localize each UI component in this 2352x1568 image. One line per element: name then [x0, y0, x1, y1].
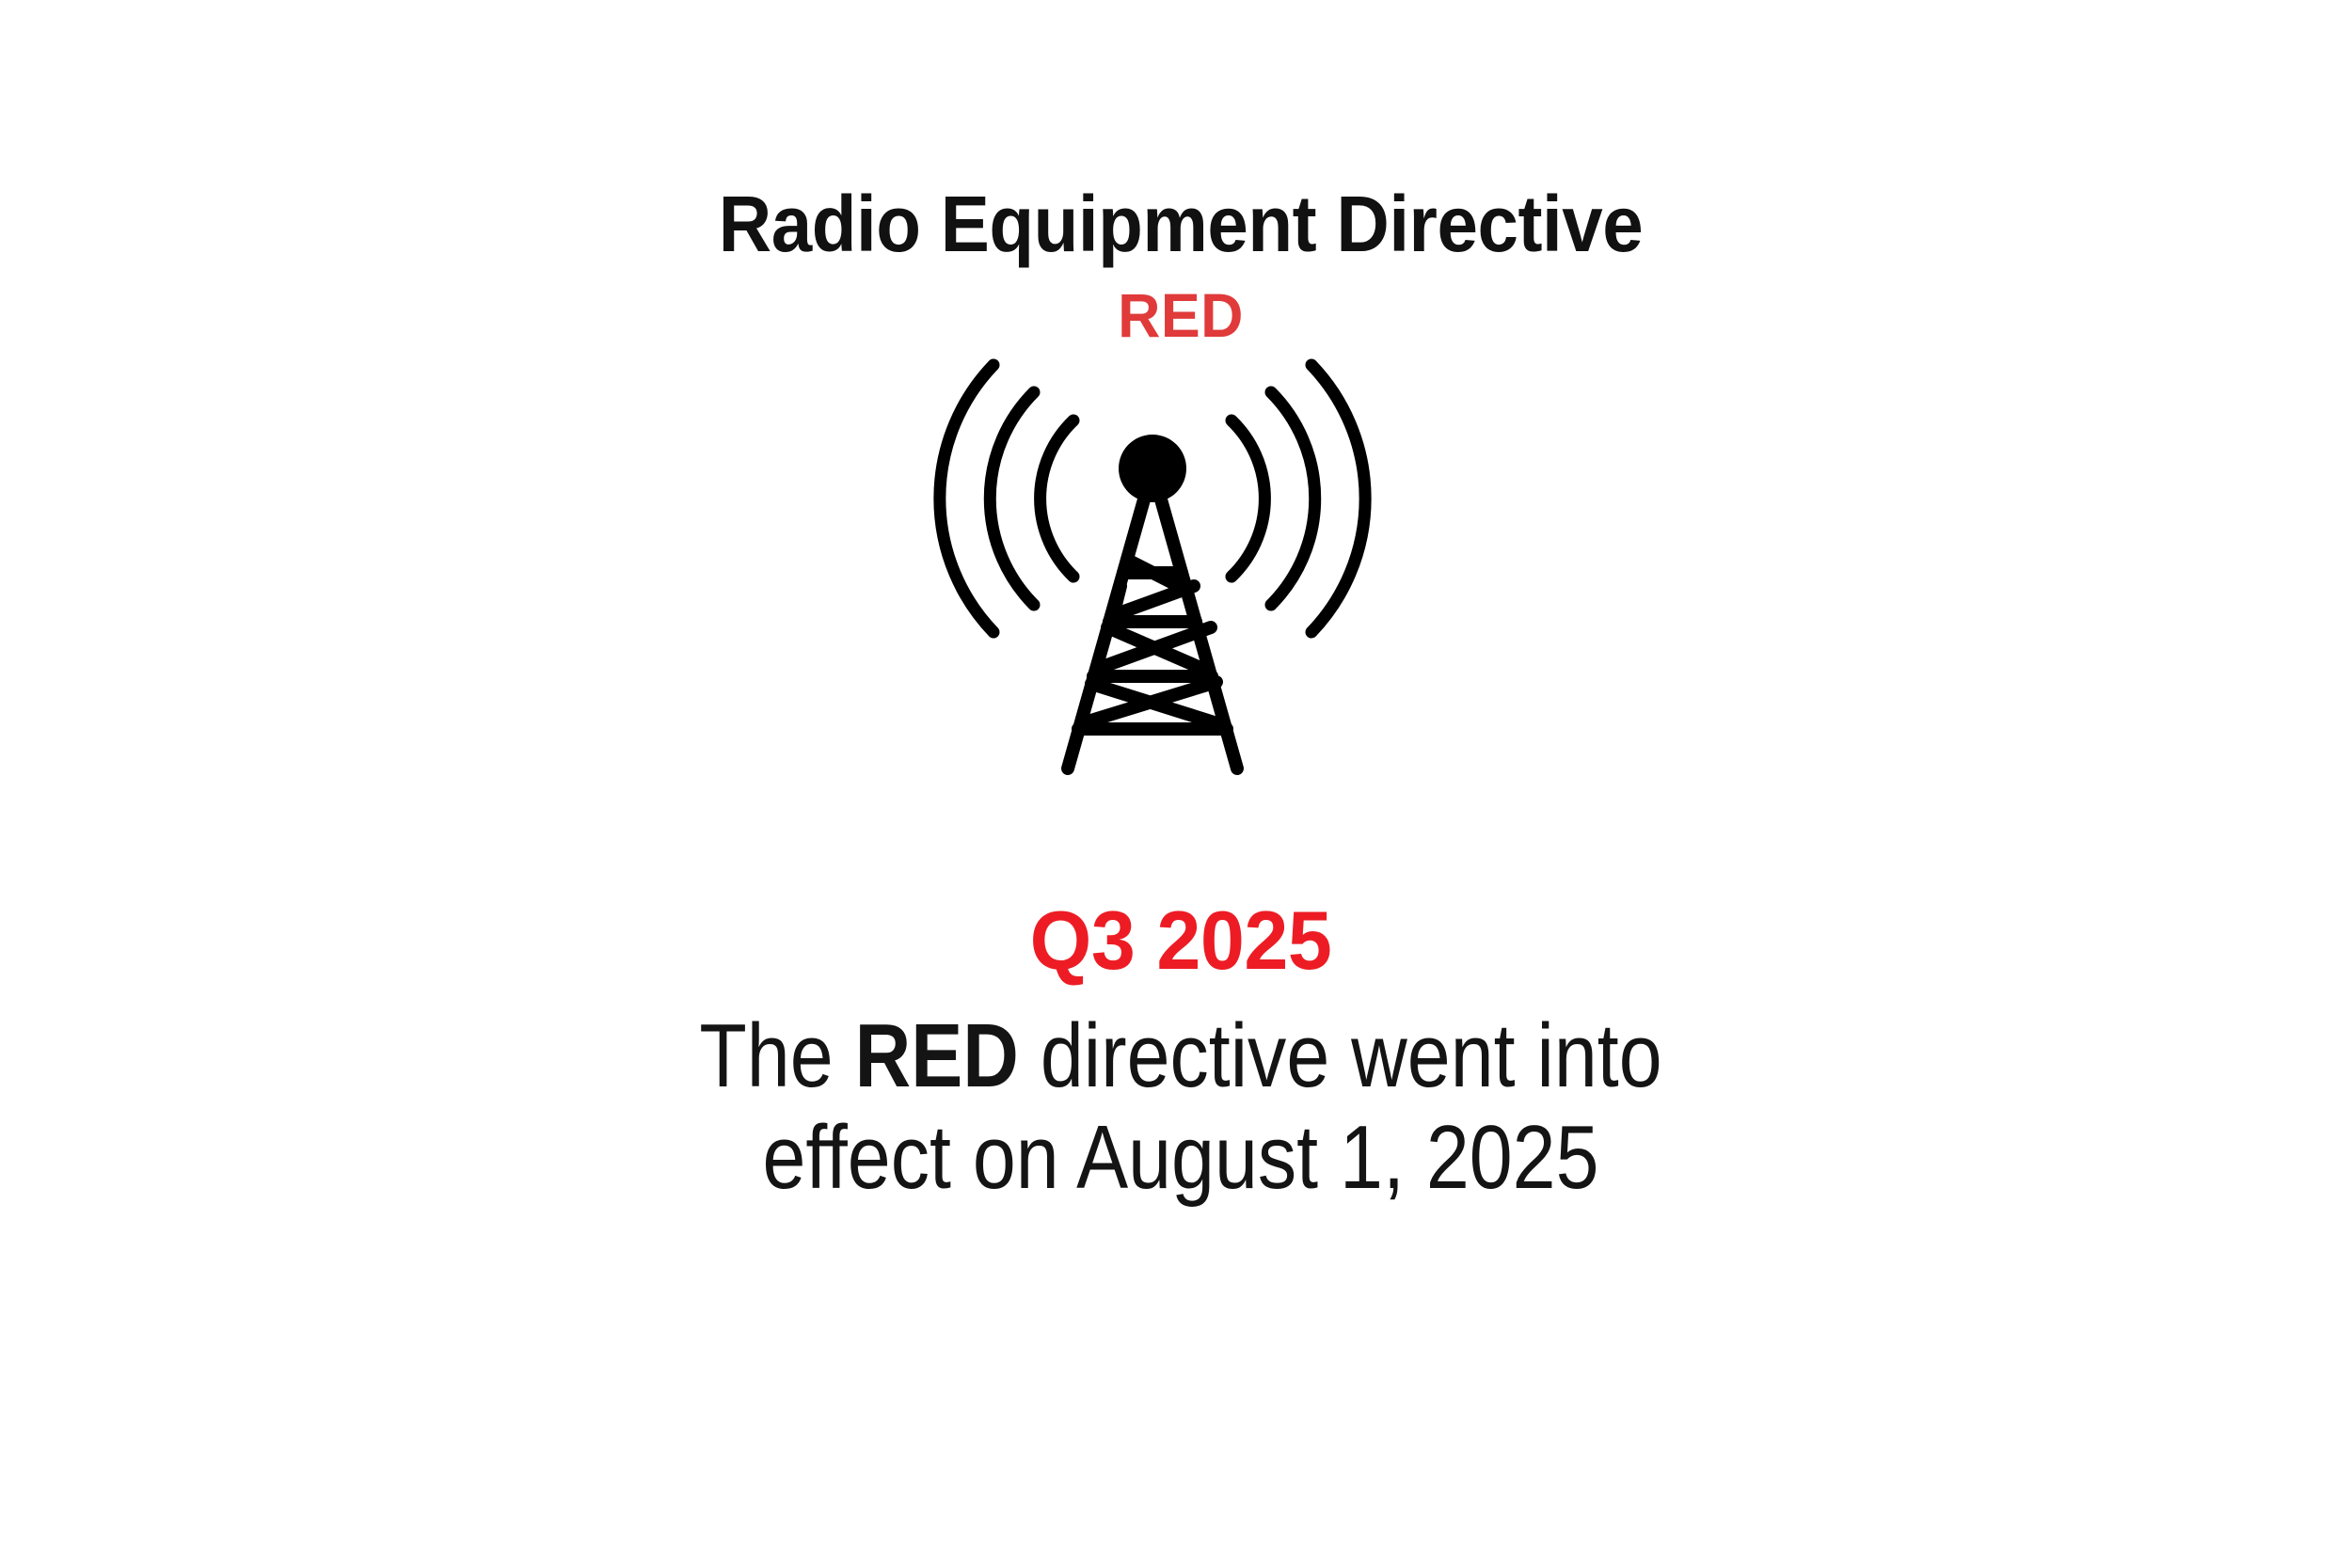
radio-tower-icon — [898, 334, 1406, 804]
logo-acronym: RED — [1118, 280, 1244, 350]
caption-line-1-emphasis: RED — [854, 1006, 1019, 1107]
caption-block: Q3 2025 The RED directive went into effe… — [0, 895, 2352, 1208]
caption-line-1-suffix: directive went into — [1018, 1006, 1662, 1107]
antenna-dot — [1119, 435, 1186, 502]
caption-line-1: The RED directive went into — [173, 1006, 2187, 1107]
caption-line-2: effect on August 1, 2025 — [762, 1106, 1599, 1208]
logo-title: Radio Equipment Directive — [718, 180, 1644, 268]
quarter-label: Q3 2025 — [1029, 894, 1332, 987]
caption-line-1-prefix: The — [699, 1006, 855, 1107]
caption-body: The RED directive went into effect on Au… — [173, 1006, 2187, 1208]
red-logo: Radio Equipment Directive RED — [0, 184, 2352, 346]
